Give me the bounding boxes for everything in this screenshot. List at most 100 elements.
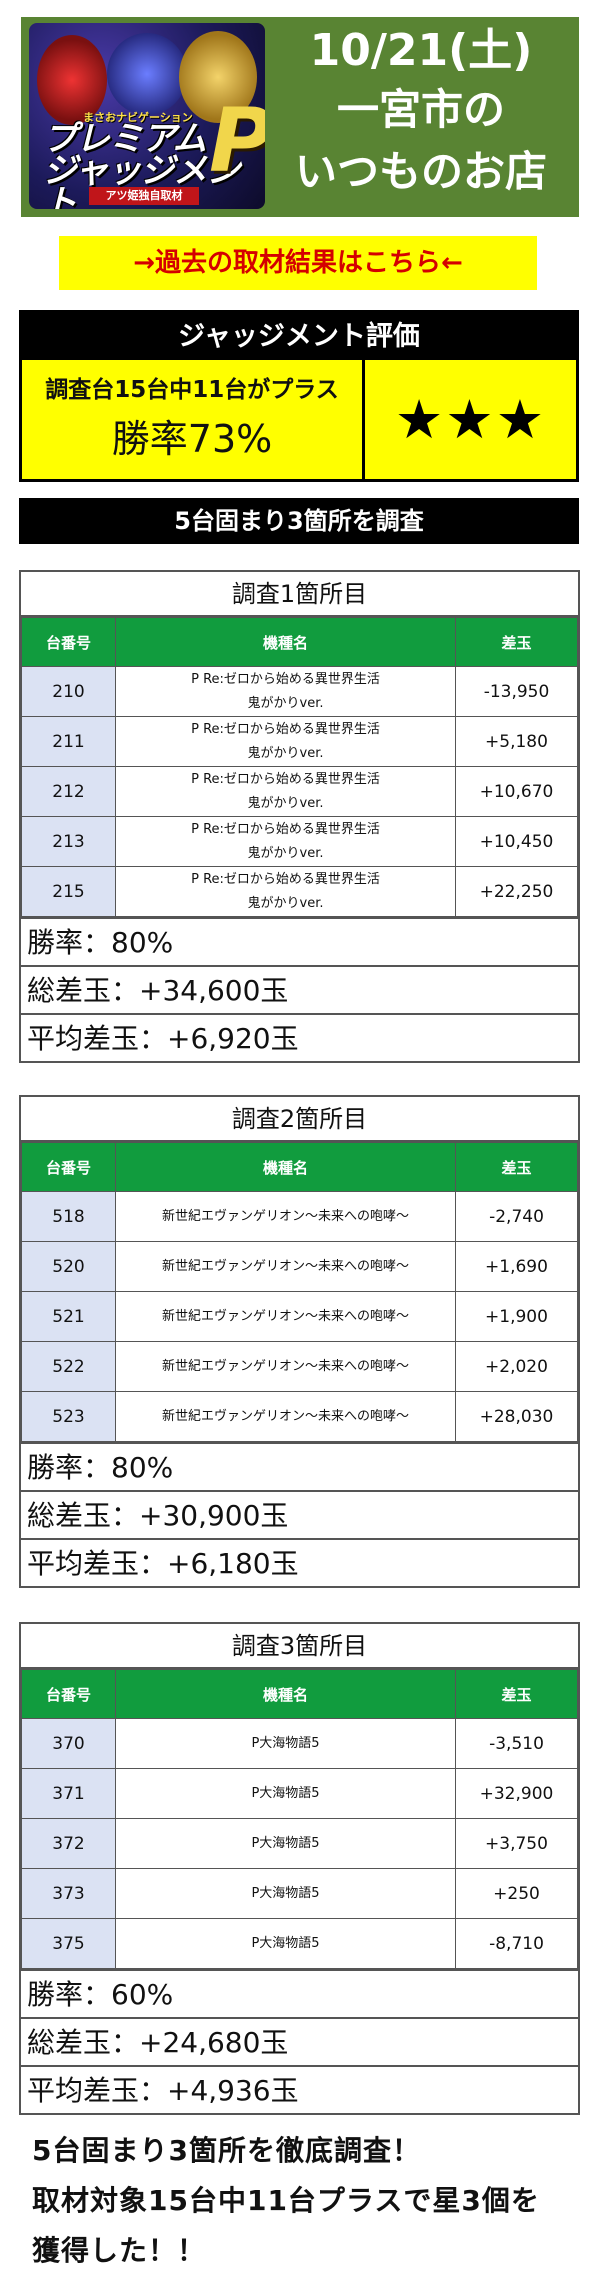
column-header-diff: 差玉 (455, 1142, 578, 1192)
footer-line2: 取材対象15台中11台プラスで星3個を (32, 2184, 540, 2217)
table-row: 371 P大海物語5 +32,900 (21, 1768, 578, 1819)
machine-number: 210 (21, 666, 116, 717)
logo-title-line1: プレミアム (43, 119, 207, 159)
model-line2: 鬼がかりver. (247, 795, 324, 811)
machine-number: 521 (21, 1291, 116, 1342)
model-line1: P Re:ゼロから始める異世界生活 (191, 871, 380, 887)
ball-difference: -3,510 (455, 1718, 578, 1769)
premium-judgement-logo: まさおナビゲーション プレミアム ジャッジメント P アツ姫独自取材 (29, 23, 265, 209)
hero-store: いつものお店 (294, 147, 547, 196)
survey-average: 平均差玉：+6,920玉 (21, 1013, 578, 1061)
table-row: 215 P Re:ゼロから始める異世界生活 鬼がかりver. +22,250 (21, 866, 578, 917)
ball-difference: -13,950 (455, 666, 578, 717)
ball-difference: -8,710 (455, 1918, 578, 1969)
survey-table: 台番号 機種名 差玉 210 P Re:ゼロから始める異世界生活 鬼がかりver. -… (21, 617, 578, 917)
machine-model: P Re:ゼロから始める異世界生活 鬼がかりver. (115, 766, 456, 817)
table-header-row: 台番号 機種名 差玉 (21, 1669, 578, 1719)
survey-block-1: 調査1箇所目 台番号 機種名 差玉 210 P Re:ゼロから始める異世界生活 鬼が… (19, 570, 580, 1063)
table-row: 212 P Re:ゼロから始める異世界生活 鬼がかりver. +10,670 (21, 766, 578, 817)
footer-line1: 5台固まり3箇所を徹底調査！ (32, 2134, 421, 2167)
table-row: 375 P大海物語5 -8,710 (21, 1918, 578, 1969)
table-row: 211 P Re:ゼロから始める異世界生活 鬼がかりver. +5,180 (21, 716, 578, 767)
machine-model: 新世紀エヴァンゲリオン～未来への咆哮～ (115, 1241, 456, 1292)
table-row: 518 新世紀エヴァンゲリオン～未来への咆哮～ -2,740 (21, 1191, 578, 1242)
logo-strip: アツ姫独自取材 (89, 187, 199, 205)
column-header-diff: 差玉 (455, 617, 578, 667)
machine-model: P Re:ゼロから始める異世界生活 鬼がかりver. (115, 866, 456, 917)
past-results-link[interactable]: →過去の取材結果はこちら← (59, 236, 537, 290)
table-row: 213 P Re:ゼロから始める異世界生活 鬼がかりver. +10,450 (21, 816, 578, 867)
logo-letter: P (209, 89, 265, 192)
ball-difference: +5,180 (455, 716, 578, 767)
judgement-summary: 調査台15台中11台がプラス (45, 377, 339, 403)
survey-total: 総差玉：+30,900玉 (21, 1490, 578, 1538)
survey-win-rate: 勝率：60% (21, 1969, 578, 2017)
machine-model: P Re:ゼロから始める異世界生活 鬼がかりver. (115, 666, 456, 717)
column-header-number: 台番号 (21, 1669, 116, 1719)
machine-model: P大海物語5 (115, 1768, 456, 1819)
star-rating: ★★★ (365, 360, 576, 479)
footer-line3: 獲得した！！ (32, 2234, 207, 2267)
machine-number: 522 (21, 1341, 116, 1392)
event-date: 10/21(土) (309, 25, 533, 76)
machine-number: 373 (21, 1868, 116, 1919)
table-row: 370 P大海物語5 -3,510 (21, 1718, 578, 1769)
machine-model: P大海物語5 (115, 1918, 456, 1969)
column-header-number: 台番号 (21, 1142, 116, 1192)
logo-title-line2: ジャッジメント (43, 151, 240, 209)
table-row: 373 P大海物語5 +250 (21, 1868, 578, 1919)
ball-difference: +22,250 (455, 866, 578, 917)
survey-title: 調査2箇所目 (21, 1097, 578, 1142)
machine-number: 215 (21, 866, 116, 917)
machine-number: 523 (21, 1391, 116, 1442)
survey-title: 調査3箇所目 (21, 1624, 578, 1669)
survey-block-2: 調査2箇所目 台番号 機種名 差玉 518 新世紀エヴァンゲリオン～未来への咆哮～… (19, 1095, 580, 1588)
table-header-row: 台番号 機種名 差玉 (21, 1142, 578, 1192)
table-header-row: 台番号 機種名 差玉 (21, 617, 578, 667)
machine-model: 新世紀エヴァンゲリオン～未来への咆哮～ (115, 1191, 456, 1242)
machine-model: P大海物語5 (115, 1868, 456, 1919)
ball-difference: +10,670 (455, 766, 578, 817)
header-banner: まさおナビゲーション プレミアム ジャッジメント P アツ姫独自取材 10/21… (21, 17, 579, 217)
table-row: 520 新世紀エヴァンゲリオン～未来への咆哮～ +1,690 (21, 1241, 578, 1292)
survey-block-3: 調査3箇所目 台番号 機種名 差玉 370 P大海物語5 -3,510 371 P大海… (19, 1622, 580, 2115)
survey-title: 調査1箇所目 (21, 572, 578, 617)
model-line2: 鬼がかりver. (247, 895, 324, 911)
footer-summary: 5台固まり3箇所を徹底調査！ 取材対象15台中11台プラスで星3個を 獲得した！… (32, 2126, 577, 2276)
table-row: 522 新世紀エヴァンゲリオン～未来への咆哮～ +2,020 (21, 1341, 578, 1392)
section-title: 5台固まり3箇所を調査 (19, 498, 579, 544)
machine-model: P Re:ゼロから始める異世界生活 鬼がかりver. (115, 716, 456, 767)
ball-difference: +32,900 (455, 1768, 578, 1819)
column-header-model: 機種名 (115, 617, 456, 667)
ball-difference: -2,740 (455, 1191, 578, 1242)
model-line2: 鬼がかりver. (247, 845, 324, 861)
judgement-win-rate: 勝率73% (111, 417, 273, 461)
model-line2: 鬼がかりver. (247, 695, 324, 711)
column-header-model: 機種名 (115, 1669, 456, 1719)
machine-number: 372 (21, 1818, 116, 1869)
machine-number: 520 (21, 1241, 116, 1292)
machine-model: P大海物語5 (115, 1818, 456, 1869)
ball-difference: +3,750 (455, 1818, 578, 1869)
column-header-diff: 差玉 (455, 1669, 578, 1719)
red-dragon-image (37, 35, 107, 125)
hero-text: 10/21(土) 一宮市の いつものお店 (271, 23, 571, 203)
machine-model: 新世紀エヴァンゲリオン～未来への咆哮～ (115, 1291, 456, 1342)
machine-number: 211 (21, 716, 116, 767)
survey-table: 台番号 機種名 差玉 370 P大海物語5 -3,510 371 P大海物語5 +32,… (21, 1669, 578, 1969)
ball-difference: +28,030 (455, 1391, 578, 1442)
table-row: 372 P大海物語5 +3,750 (21, 1818, 578, 1869)
ball-difference: +250 (455, 1868, 578, 1919)
hero-location: 一宮市の (336, 85, 505, 134)
machine-model: P Re:ゼロから始める異世界生活 鬼がかりver. (115, 816, 456, 867)
machine-number: 213 (21, 816, 116, 867)
machine-number: 371 (21, 1768, 116, 1819)
table-row: 210 P Re:ゼロから始める異世界生活 鬼がかりver. -13,950 (21, 666, 578, 717)
table-row: 521 新世紀エヴァンゲリオン～未来への咆哮～ +1,900 (21, 1291, 578, 1342)
machine-number: 518 (21, 1191, 116, 1242)
survey-total: 総差玉：+24,680玉 (21, 2017, 578, 2065)
ball-difference: +1,900 (455, 1291, 578, 1342)
ball-difference: +1,690 (455, 1241, 578, 1292)
machine-model: 新世紀エヴァンゲリオン～未来への咆哮～ (115, 1391, 456, 1442)
